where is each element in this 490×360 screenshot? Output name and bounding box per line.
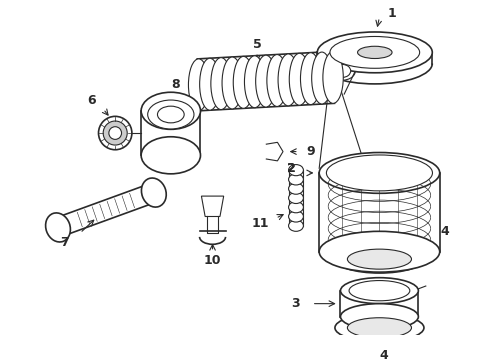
Ellipse shape [326,155,433,191]
Text: 8: 8 [171,78,180,91]
Ellipse shape [334,64,351,77]
Text: 2: 2 [287,162,296,175]
Text: 2: 2 [287,162,296,175]
Ellipse shape [142,178,166,207]
Ellipse shape [141,137,200,174]
Ellipse shape [46,213,71,242]
Text: 9: 9 [307,145,315,158]
Text: 11: 11 [252,217,270,230]
Text: 10: 10 [204,255,221,267]
Ellipse shape [341,278,418,303]
Ellipse shape [289,220,303,231]
Ellipse shape [341,303,418,330]
Text: 4: 4 [440,225,449,238]
Text: 7: 7 [60,236,69,249]
Ellipse shape [267,55,287,107]
Ellipse shape [289,192,303,203]
Ellipse shape [347,318,412,338]
Ellipse shape [289,183,303,194]
Ellipse shape [330,36,419,68]
Ellipse shape [289,211,303,222]
Ellipse shape [300,53,321,105]
Text: 1: 1 [387,7,396,20]
Ellipse shape [109,127,122,139]
Polygon shape [201,196,223,216]
Text: 6: 6 [88,94,97,107]
Ellipse shape [98,116,132,150]
Ellipse shape [147,100,194,129]
Ellipse shape [335,245,424,273]
Ellipse shape [256,55,276,107]
Ellipse shape [319,231,440,272]
Ellipse shape [245,56,265,108]
Text: 5: 5 [253,38,262,51]
Ellipse shape [358,46,392,59]
Ellipse shape [347,249,412,269]
Text: 3: 3 [292,297,300,310]
Ellipse shape [233,57,254,108]
Ellipse shape [199,58,220,110]
Ellipse shape [278,54,298,106]
Ellipse shape [157,106,184,123]
Ellipse shape [103,121,127,145]
Ellipse shape [323,51,343,103]
Ellipse shape [329,62,355,80]
Ellipse shape [349,280,410,301]
Ellipse shape [211,58,231,109]
Ellipse shape [222,57,243,109]
Ellipse shape [318,32,432,73]
Text: 4: 4 [380,349,389,360]
Ellipse shape [289,165,303,176]
Ellipse shape [289,202,303,213]
Ellipse shape [189,59,209,111]
Ellipse shape [335,314,424,342]
Ellipse shape [141,92,200,129]
Ellipse shape [312,52,332,104]
Ellipse shape [289,174,303,185]
Ellipse shape [289,53,310,105]
